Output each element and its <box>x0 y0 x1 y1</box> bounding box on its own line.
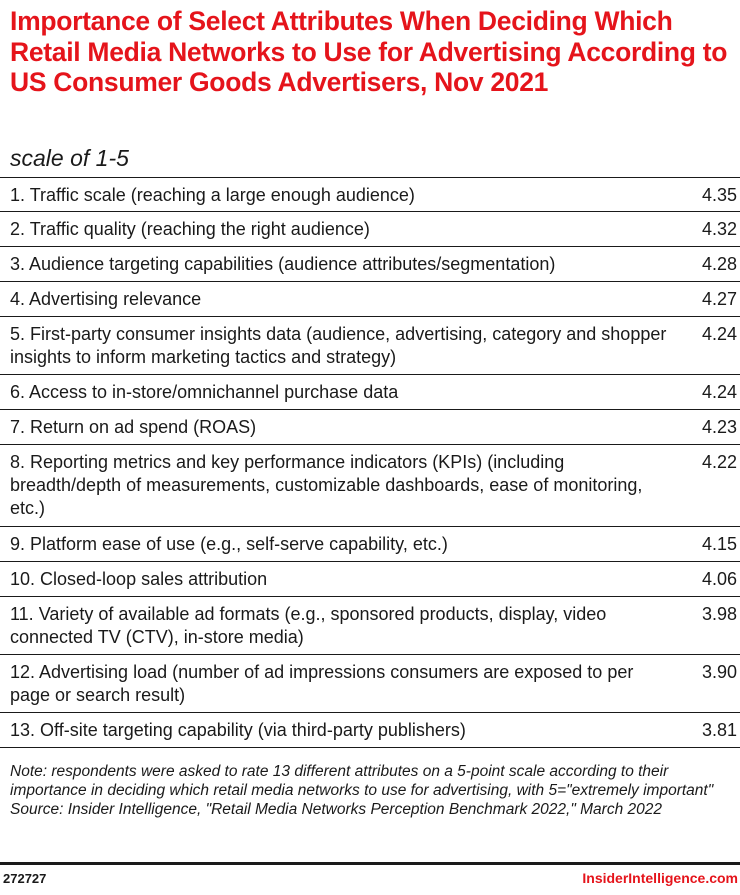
row-label: 8. Reporting metrics and key performance… <box>10 452 643 518</box>
row-value: 4.15 <box>701 534 737 554</box>
table-row: 2. Traffic quality (reaching the right a… <box>0 212 740 247</box>
row-value: 4.06 <box>701 569 737 589</box>
table-row: 6. Access to in-store/omnichannel purcha… <box>0 375 740 410</box>
table-row: 10. Closed-loop sales attribution 4.06 <box>0 562 740 597</box>
row-value: 4.27 <box>701 289 737 309</box>
table-row: 7. Return on ad spend (ROAS) 4.23 <box>0 410 740 445</box>
row-value: 4.24 <box>701 382 737 402</box>
row-value: 3.90 <box>701 662 737 682</box>
row-value: 3.98 <box>701 604 737 624</box>
row-label: 2. Traffic quality (reaching the right a… <box>10 219 370 239</box>
row-value: 4.35 <box>701 185 737 205</box>
source-text: Source: Insider Intelligence, "Retail Me… <box>10 801 662 818</box>
row-label: 1. Traffic scale (reaching a large enoug… <box>10 185 415 205</box>
table-row: 13. Off-site targeting capability (via t… <box>0 713 740 748</box>
table-row: 1. Traffic scale (reaching a large enoug… <box>0 178 740 212</box>
row-value: 4.28 <box>701 254 737 274</box>
chart-title: Importance of Select Attributes When Dec… <box>10 6 728 97</box>
footnote: Note: respondents were asked to rate 13 … <box>10 762 735 819</box>
brand-logo: InsiderIntelligence.com <box>582 870 738 886</box>
row-label: 7. Return on ad spend (ROAS) <box>10 417 257 437</box>
row-label: 3. Audience targeting capabilities (audi… <box>10 254 556 274</box>
row-value: 4.22 <box>701 452 737 472</box>
row-label: 9. Platform ease of use (e.g., self-serv… <box>10 534 448 554</box>
table-row: 9. Platform ease of use (e.g., self-serv… <box>0 527 740 562</box>
row-label: 11. Variety of available ad formats (e.g… <box>10 604 607 647</box>
table-row: 3. Audience targeting capabilities (audi… <box>0 247 740 282</box>
chart-subtitle: scale of 1-5 <box>10 145 129 171</box>
attributes-table: 1. Traffic scale (reaching a large enoug… <box>0 177 740 748</box>
row-label: 10. Closed-loop sales attribution <box>10 569 268 589</box>
row-value: 4.32 <box>701 219 737 239</box>
table-row: 12. Advertising load (number of ad impre… <box>0 655 740 713</box>
bottom-rule <box>0 862 740 865</box>
row-label: 12. Advertising load (number of ad impre… <box>10 662 634 705</box>
chart-id: 272727 <box>3 871 47 886</box>
table-row: 5. First-party consumer insights data (a… <box>0 317 740 375</box>
row-label: 4. Advertising relevance <box>10 289 202 309</box>
row-value: 4.23 <box>701 417 737 437</box>
row-label: 5. First-party consumer insights data (a… <box>10 324 667 367</box>
table-row: 4. Advertising relevance 4.27 <box>0 282 740 317</box>
row-value: 4.24 <box>701 324 737 344</box>
table-row: 11. Variety of available ad formats (e.g… <box>0 597 740 655</box>
row-value: 3.81 <box>701 720 737 740</box>
note-text: Note: respondents were asked to rate 13 … <box>10 763 714 799</box>
table-row: 8. Reporting metrics and key performance… <box>0 445 740 527</box>
row-label: 6. Access to in-store/omnichannel purcha… <box>10 382 399 402</box>
row-label: 13. Off-site targeting capability (via t… <box>10 720 466 740</box>
